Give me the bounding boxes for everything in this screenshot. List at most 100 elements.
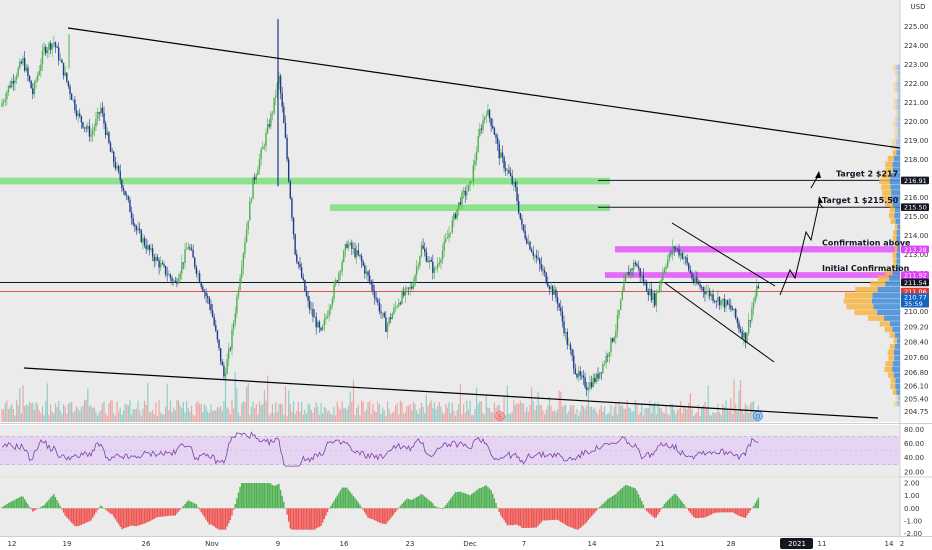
candle-body [336, 280, 338, 282]
macd-histogram-bar [80, 508, 83, 525]
candle-body [174, 280, 177, 282]
macd-histogram-bar [464, 493, 466, 509]
price-tick-label: 210.00 [904, 308, 929, 316]
macd-histogram-bar [581, 508, 583, 527]
candle-body [412, 284, 415, 289]
price-tag-label: 216.91 [904, 177, 927, 185]
volume-bar [702, 405, 704, 422]
volume-bar [582, 406, 585, 422]
candle-body [278, 75, 280, 84]
macd-histogram-bar [286, 508, 288, 515]
volume-bar [526, 406, 528, 422]
candle-body [739, 329, 742, 332]
confirmation-zone-212 [605, 272, 900, 278]
volume-profile-bar-up [897, 70, 900, 76]
macd-histogram-bar [756, 500, 758, 509]
volume-bar [448, 402, 450, 422]
macd-histogram-bar [237, 492, 240, 509]
candle-body [203, 291, 206, 293]
volume-bar [229, 414, 231, 422]
macd-histogram-bar [111, 508, 113, 515]
macd-histogram-bar [331, 503, 334, 509]
volume-bar [599, 408, 601, 422]
volume-bar [333, 406, 335, 422]
candle-body [12, 80, 15, 84]
volume-bar [87, 388, 89, 422]
macd-histogram-bar [148, 508, 151, 522]
candle-body [692, 278, 695, 283]
candle-body [660, 279, 662, 285]
volume-bar [362, 401, 364, 422]
volume-bar [556, 409, 559, 422]
volume-bar [720, 414, 722, 422]
volume-profile-bar-down [889, 332, 895, 338]
macd-histogram-bar [216, 508, 219, 529]
volume-bar [684, 408, 687, 422]
macd-histogram-bar [260, 483, 262, 509]
candle-body [621, 291, 624, 300]
volume-bar [48, 414, 50, 422]
macd-histogram-bar [56, 500, 58, 509]
macd-histogram-bar [530, 508, 533, 528]
volume-bar [289, 403, 291, 422]
volume-bar [670, 403, 672, 422]
candle-body [678, 249, 680, 256]
macd-histogram-bar [224, 508, 227, 530]
macd-histogram-bar [709, 508, 711, 516]
volume-bar [279, 403, 282, 422]
macd-histogram-bar [485, 485, 487, 509]
candle-body [654, 293, 656, 306]
macd-histogram-bar [231, 508, 233, 516]
candle-body [547, 283, 549, 287]
event-marker-circle[interactable] [495, 411, 505, 421]
candle-body [38, 70, 40, 75]
volume-profile-bar-up [892, 269, 900, 276]
macd-histogram-bar [75, 508, 78, 527]
volume-bar [453, 410, 455, 422]
candle-body [555, 289, 557, 298]
macd-histogram-bar [600, 505, 602, 509]
macd-histogram-bar [305, 508, 308, 530]
volume-bar [134, 409, 136, 422]
price-axis[interactable] [900, 0, 932, 536]
candle-body [474, 160, 476, 166]
macd-histogram-bar [417, 496, 419, 509]
candle-body [189, 247, 191, 249]
volume-profile-bar-down [895, 241, 898, 247]
time-tick-label: 21 [656, 540, 665, 548]
macd-histogram-bar [93, 508, 96, 516]
volume-profile-bar-up [894, 212, 900, 219]
macd-histogram-bar [757, 497, 760, 509]
volume-bar [694, 413, 696, 422]
macd-histogram-bar [344, 487, 347, 509]
candle-body [526, 238, 528, 244]
volume-profile-bar-down [892, 264, 897, 270]
candle-body [72, 99, 74, 101]
macd-histogram-bar [12, 500, 15, 509]
volume-profile-bar-down [893, 98, 897, 105]
candle-body [297, 261, 300, 265]
event-marker-circle[interactable] [753, 411, 763, 421]
candle-body [598, 372, 601, 379]
volume-bar [296, 410, 298, 422]
volume-bar [735, 404, 737, 422]
candle-body [338, 272, 340, 282]
volume-bar [714, 413, 716, 422]
volume-bar [692, 415, 695, 422]
macd-histogram-bar [595, 508, 598, 511]
macd-histogram-bar [304, 508, 306, 530]
macd-histogram-bar [623, 486, 625, 509]
volume-bar [252, 401, 254, 422]
volume-bar [267, 375, 269, 422]
volume-bar [139, 410, 141, 422]
volume-bar [250, 406, 253, 422]
volume-bar [45, 400, 47, 422]
volume-bar [600, 405, 602, 422]
macd-histogram-bar [744, 508, 747, 518]
macd-histogram-bar [129, 508, 131, 527]
macd-histogram-bar [321, 508, 324, 523]
candle-body [341, 261, 343, 272]
candle-body [354, 248, 356, 258]
candle-body [628, 272, 630, 276]
